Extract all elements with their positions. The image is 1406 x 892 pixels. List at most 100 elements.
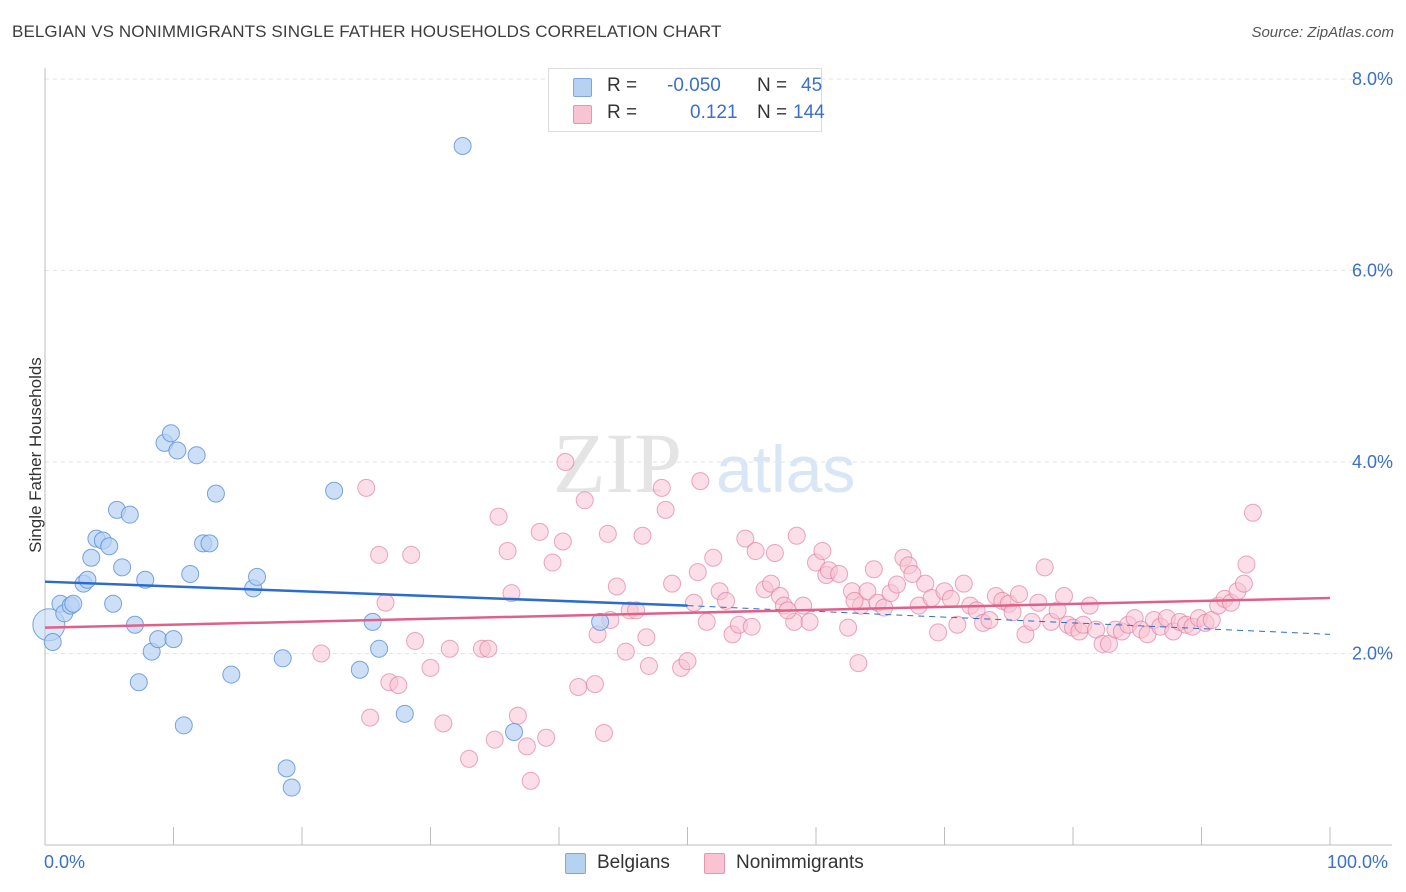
nonimmigrants-point (1029, 593, 1048, 612)
y-tick-label: 4.0% (1352, 452, 1393, 472)
belgians-point (200, 534, 219, 553)
axes (44, 68, 1392, 846)
belgians-points (32, 137, 610, 797)
nonimmigrants-point (498, 542, 517, 561)
nonimmigrants-point (508, 706, 527, 725)
chart-title: BELGIAN VS NONIMMIGRANTS SINGLE FATHER H… (12, 22, 722, 41)
nonimmigrants-point (691, 472, 710, 491)
nonimmigrants-point (652, 478, 671, 497)
y-tick-labels: 2.0% 4.0% 6.0% 8.0% (1352, 69, 1393, 664)
belgians-point (164, 630, 183, 649)
nonimmigrants-point (402, 545, 421, 564)
nonimmigrants-point (594, 723, 613, 742)
belgians-point (174, 716, 193, 735)
nonimmigrants-point (406, 632, 425, 651)
nonimmigrants-point (688, 563, 707, 582)
nonimmigrants-point (543, 553, 562, 572)
nonimmigrants-point (813, 542, 832, 561)
nonimmigrants-point (517, 737, 536, 756)
nonimmigrants-point (717, 591, 736, 610)
nonimmigrants-point (794, 596, 813, 615)
belgians-point (181, 565, 200, 584)
nonimmigrants-point (1243, 503, 1262, 522)
legend-r-label: R = (607, 75, 638, 96)
x-axis-min-label: 0.0% (44, 852, 86, 872)
belgians-point (453, 137, 472, 156)
nonimmigrants-point (1003, 603, 1022, 622)
nonimmigrants-point (948, 615, 967, 634)
nonimmigrants-point (762, 574, 781, 593)
legend-n-value-nonimmigrants: 144 (793, 102, 825, 123)
nonimmigrants-trend-line (44, 596, 1331, 629)
belgians-point (248, 567, 267, 586)
nonimmigrants-point (746, 542, 765, 561)
nonimmigrants-point (1010, 585, 1029, 604)
nonimmigrants-point (607, 577, 626, 596)
bottom-legend-label-nonimmigrants: Nonimmigrants (736, 852, 864, 873)
bottom-legend-swatch-belgians (565, 853, 586, 874)
legend-n-value-belgians: 45 (801, 75, 823, 96)
nonimmigrants-point (521, 771, 540, 790)
nonimmigrants-point (830, 565, 849, 584)
belgians-point (370, 639, 389, 658)
nonimmigrants-point (440, 639, 459, 658)
belgians-point (277, 759, 296, 778)
nonimmigrants-point (954, 574, 973, 593)
nonimmigrants-point (800, 612, 819, 631)
nonimmigrants-point (663, 574, 682, 593)
nonimmigrants-point (1035, 558, 1054, 577)
nonimmigrants-point (736, 529, 755, 548)
source-label: Source: ZipAtlas.com (1251, 24, 1394, 41)
legend-r-value-nonimmigrants: 0.121 (690, 102, 738, 123)
y-tick-label: 6.0% (1352, 261, 1393, 281)
correlation-legend: R = -0.050 N = 45 R = 0.121 N = 144 (548, 68, 825, 132)
nonimmigrants-point (537, 728, 556, 747)
belgians-point (325, 481, 344, 500)
nonimmigrants-point (656, 500, 675, 519)
belgians-point (168, 441, 187, 460)
legend-r-value-belgians: -0.050 (667, 75, 721, 96)
nonimmigrants-point (460, 749, 479, 768)
nonimmigrants-point (633, 526, 652, 545)
watermark: ZIP atlas (553, 415, 855, 511)
nonimmigrants-point (765, 543, 784, 562)
nonimmigrants-point (434, 714, 453, 733)
belgians-point (505, 723, 524, 742)
legend-swatch-nonimmigrants (573, 105, 592, 124)
belgians-trend-line (44, 580, 688, 607)
belgians-point (363, 612, 382, 631)
nonimmigrants-point (637, 628, 656, 647)
belgians-point (149, 630, 168, 649)
belgians-point (161, 424, 180, 443)
nonimmigrants-point (1234, 574, 1253, 593)
nonimmigrants-point (376, 593, 395, 612)
watermark-atlas: atlas (716, 432, 855, 506)
nonimmigrants-point (1055, 587, 1074, 606)
legend-n-label: N = (757, 75, 788, 96)
y-tick-label: 8.0% (1352, 69, 1393, 89)
nonimmigrants-point (639, 656, 658, 675)
nonimmigrants-point (489, 507, 508, 526)
belgians-point (591, 612, 610, 631)
belgians-point (206, 484, 225, 503)
nonimmigrants-point (929, 623, 948, 642)
nonimmigrants-point (553, 532, 572, 551)
nonimmigrants-point (903, 565, 922, 584)
nonimmigrants-point (864, 560, 883, 579)
nonimmigrants-point (616, 642, 635, 661)
belgians-point (100, 537, 119, 556)
nonimmigrants-point (502, 584, 521, 603)
nonimmigrants-point (678, 652, 697, 671)
belgians-point (113, 558, 132, 577)
belgians-point (82, 548, 101, 567)
belgians-point (64, 594, 83, 613)
y-axis-label: Single Father Households (26, 357, 45, 553)
nonimmigrants-point (485, 730, 504, 749)
belgians-point (104, 594, 123, 613)
belgians-point (350, 660, 369, 679)
nonimmigrants-point (684, 593, 703, 612)
nonimmigrants-point (357, 478, 376, 497)
nonimmigrants-point (941, 589, 960, 608)
trend-lines (44, 580, 1331, 635)
